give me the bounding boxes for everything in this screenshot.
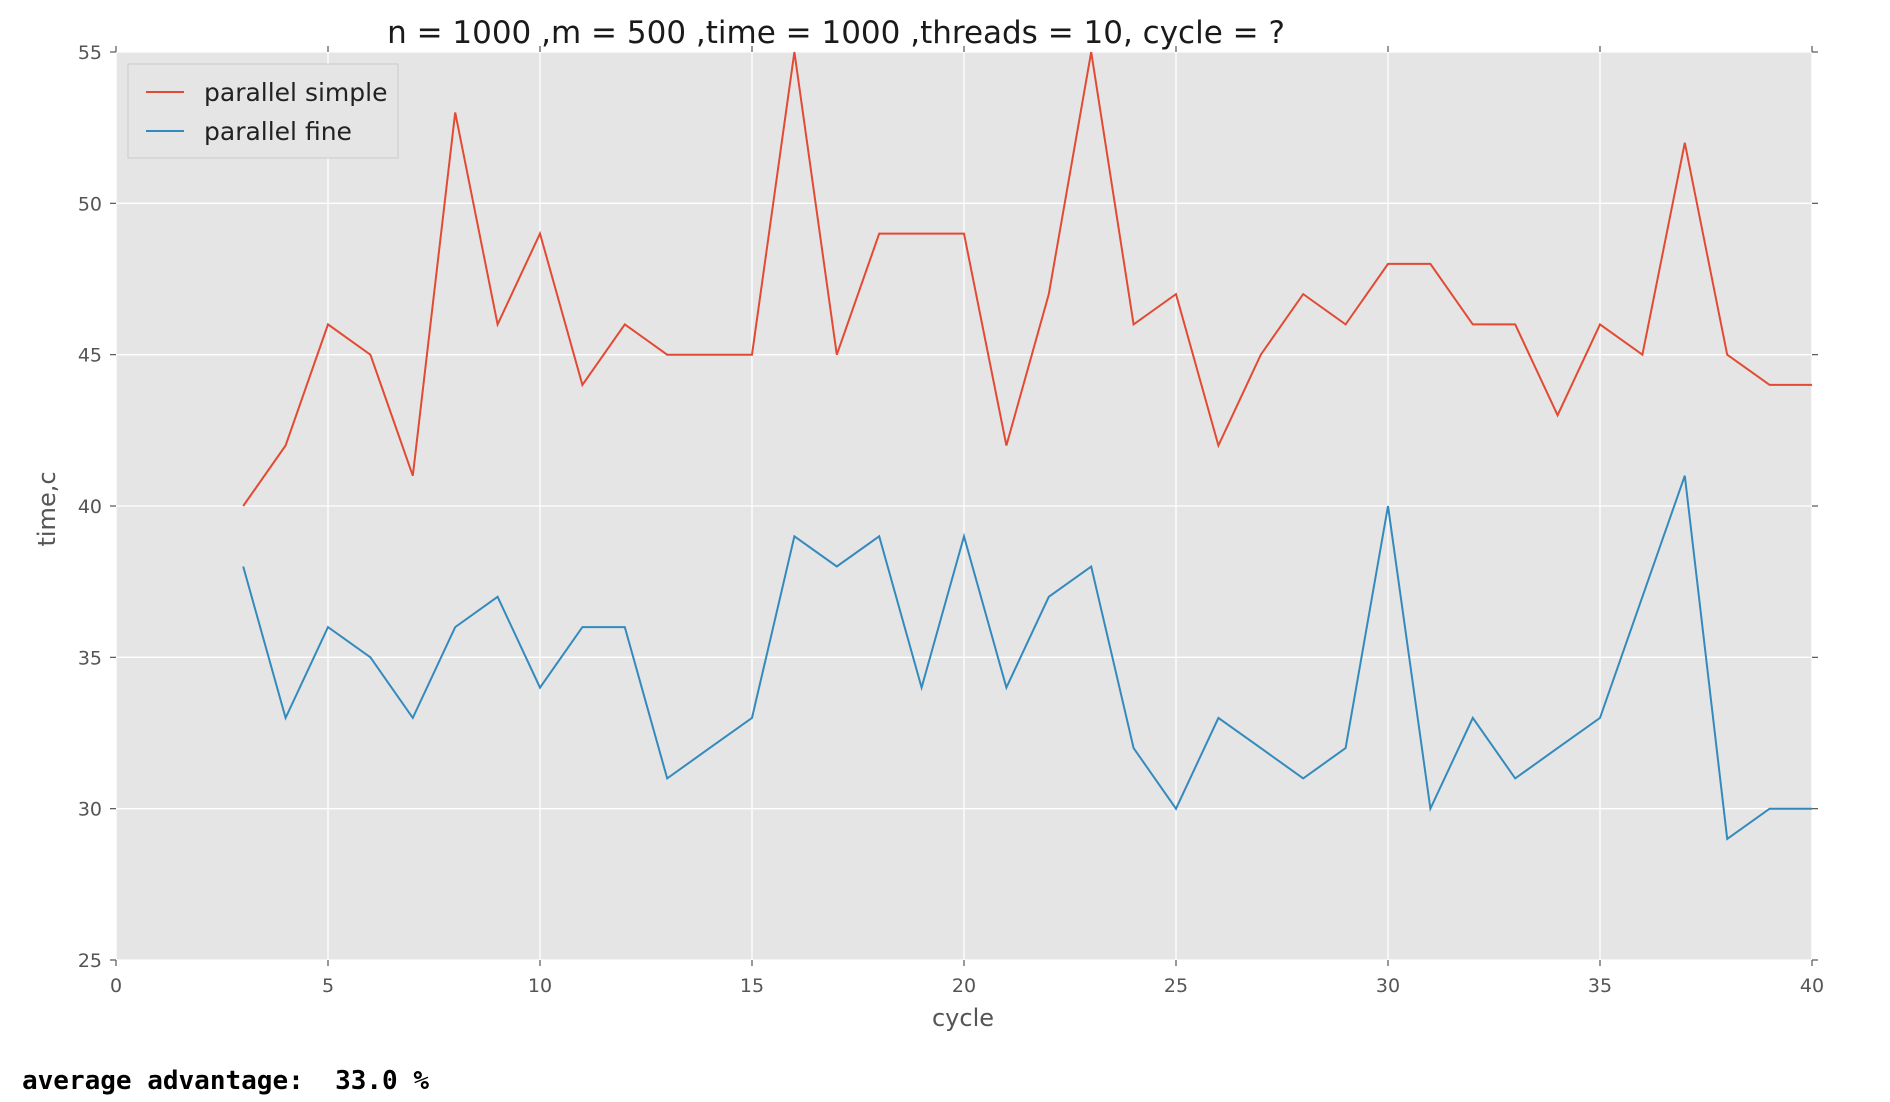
y-tick-label: 30 [78, 799, 102, 821]
x-tick-label: 25 [1164, 975, 1188, 997]
average-advantage-label: average advantage: [22, 1066, 304, 1096]
y-axis-label: time,c [33, 471, 61, 546]
y-tick-label: 40 [78, 496, 102, 518]
y-tick-label: 35 [78, 647, 102, 669]
average-advantage-unit: % [413, 1066, 430, 1096]
y-tick-label: 55 [78, 42, 102, 64]
x-tick-label: 30 [1376, 975, 1400, 997]
axis-ticks: 0 5 10 15 20 25 30 35 40 25 30 35 40 45 50 55 [78, 42, 1824, 997]
legend-label-0: parallel simple [204, 78, 387, 107]
x-tick-label: 0 [110, 975, 122, 997]
x-tick-label: 10 [528, 975, 552, 997]
x-tick-label: 35 [1588, 975, 1612, 997]
y-tick-label: 45 [78, 345, 102, 367]
legend: parallel simple parallel fine [127, 63, 399, 159]
x-tick-label: 15 [740, 975, 764, 997]
average-advantage-readout: average advantage: 33.0 % [22, 1066, 429, 1096]
y-tick-label: 25 [78, 950, 102, 972]
chart-title: n = 1000 ,m = 500 ,time = 1000 ,threads … [387, 15, 1285, 51]
average-advantage-value: 33.0 [335, 1066, 398, 1096]
x-axis-label: cycle [932, 1004, 994, 1032]
series-line-0 [242, 51, 1812, 507]
x-tick-label: 5 [322, 975, 334, 997]
y-tick-label: 50 [78, 193, 102, 215]
series-layer [242, 51, 1813, 841]
x-tick-label: 20 [952, 975, 976, 997]
legend-label-1: parallel fine [204, 117, 352, 146]
legend-box [127, 63, 399, 159]
series-line-1 [242, 475, 1812, 841]
x-tick-label: 40 [1800, 975, 1824, 997]
